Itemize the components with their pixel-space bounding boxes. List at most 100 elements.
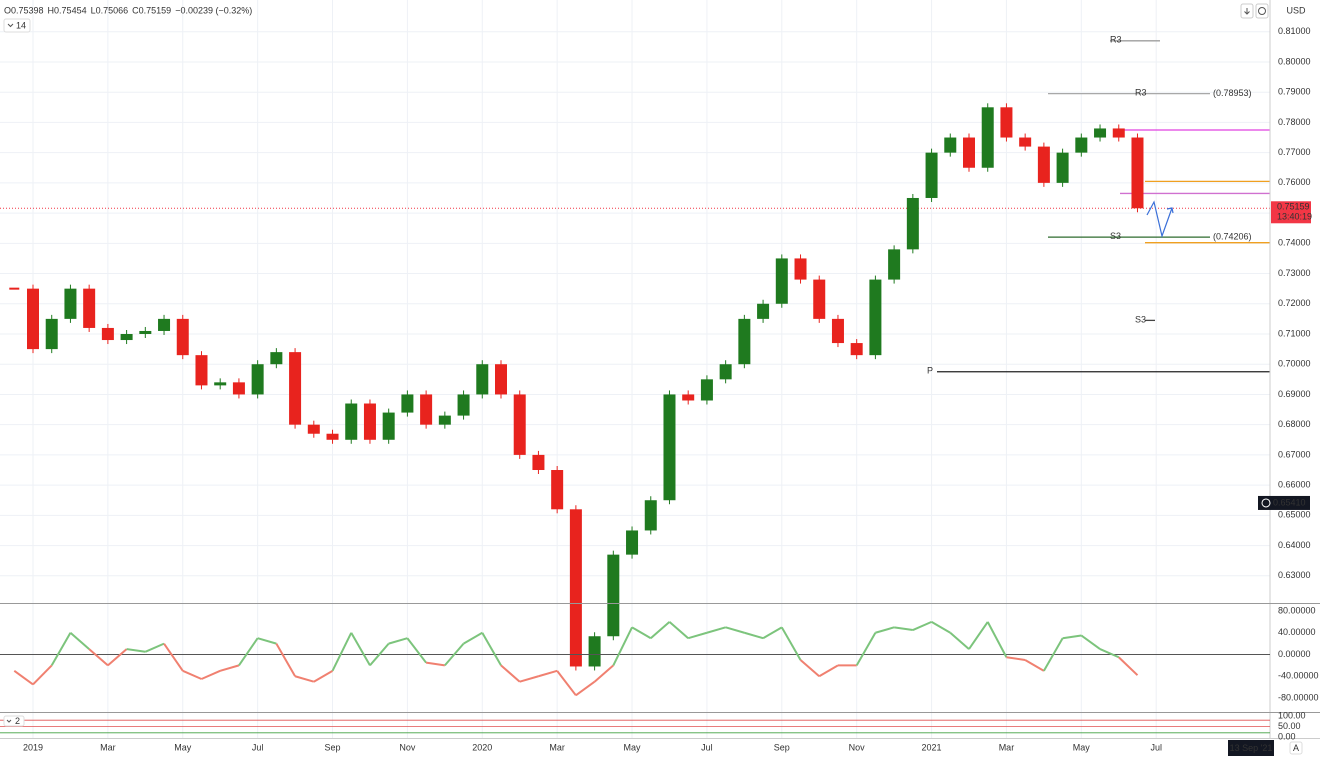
- osc-segment: [275, 643, 296, 677]
- candle: [457, 394, 470, 416]
- level-label: P: [927, 366, 933, 376]
- osc-segment: [463, 631, 483, 645]
- y-tick-label: 0.66000: [1278, 479, 1311, 489]
- osc-segment: [163, 643, 184, 672]
- candle: [214, 382, 227, 386]
- osc-segment: [799, 659, 820, 678]
- osc-segment: [350, 632, 371, 666]
- osc-segment: [968, 621, 989, 650]
- candle: [363, 403, 376, 440]
- candle: [644, 500, 657, 531]
- candle: [176, 318, 189, 356]
- osc-segment: [126, 648, 146, 653]
- header-item: O0.75398: [4, 5, 44, 15]
- osc-segment: [1043, 637, 1064, 672]
- osc-segment: [32, 664, 53, 686]
- x-tick-label: Jul: [252, 742, 264, 752]
- x-tick-label: Mar: [549, 742, 565, 752]
- last-price-box: [1271, 201, 1311, 224]
- y-tick-label: 0.67000: [1278, 449, 1311, 459]
- y-tick-label: 0.65000: [1278, 510, 1311, 520]
- header-item: H0.75454: [48, 5, 87, 15]
- candle: [45, 318, 58, 350]
- osc-segment: [1080, 634, 1101, 650]
- osc-segment: [69, 632, 90, 650]
- candle: [270, 352, 283, 365]
- candle: [869, 279, 882, 356]
- candle: [944, 137, 957, 153]
- osc-segment: [556, 670, 577, 696]
- grid: [0, 0, 1270, 738]
- x-tick-label: 2021: [922, 742, 942, 752]
- y-tick-label: 0.77000: [1278, 147, 1311, 157]
- candle: [569, 509, 582, 667]
- y-tick-label: 0.78000: [1278, 117, 1311, 127]
- lower-tag[interactable]: 2: [3, 715, 25, 727]
- osc-segment: [1024, 659, 1045, 672]
- osc-segment: [575, 680, 596, 697]
- candle: [888, 249, 901, 280]
- tag-box[interactable]: [3, 18, 31, 33]
- candle: [1094, 128, 1107, 138]
- candle: [307, 424, 320, 434]
- osc-segment: [1118, 656, 1139, 676]
- level-value: (0.74206): [1213, 231, 1252, 241]
- osc-segment: [912, 620, 932, 631]
- x-tick-label: Jul: [1150, 742, 1162, 752]
- axes: 0.63000 0.64000 0.65000 0.66000 0.67000 0.680…: [23, 26, 1319, 756]
- settings-button[interactable]: [1255, 3, 1269, 19]
- osc-tick-label: -80.00000: [1278, 692, 1319, 702]
- osc-segment: [313, 669, 334, 683]
- osc-segment: [182, 669, 202, 680]
- candle: [495, 364, 507, 395]
- tag-box[interactable]: [3, 715, 25, 727]
- osc-segment: [949, 632, 970, 650]
- currency: USD: [1286, 5, 1306, 15]
- candle: [326, 433, 339, 440]
- osc-segment: [238, 637, 259, 666]
- x-tick-label: 2019: [23, 742, 43, 752]
- osc-segment: [818, 664, 839, 678]
- y-tick-label: 0.68000: [1278, 419, 1311, 429]
- scale-mode-button[interactable]: [1289, 741, 1303, 755]
- candle: [700, 379, 713, 401]
- candle: [831, 318, 844, 344]
- candle: [551, 470, 564, 510]
- low-tick-label: 0.00: [1278, 731, 1296, 741]
- osc-segment: [519, 675, 539, 683]
- crosshair-icon[interactable]: [1261, 498, 1271, 508]
- x-tick-label: Sep: [325, 742, 341, 752]
- candle: [532, 454, 545, 471]
- osc-segment: [331, 632, 353, 672]
- tag-text: 14: [16, 20, 26, 30]
- y-tick-label: 0.79000: [1278, 87, 1311, 97]
- osc-segment: [388, 637, 408, 645]
- osc-segment: [612, 626, 633, 666]
- candle: [775, 258, 788, 304]
- candle: [513, 394, 526, 455]
- candle: [420, 394, 433, 425]
- osc-segment: [855, 632, 877, 666]
- candle: [382, 412, 395, 440]
- header: O0.75398 H0.75454 L0.75066 C0.75159 −0.00239…: [4, 5, 252, 15]
- y-tick-label: 0.71000: [1278, 328, 1311, 338]
- candle: [251, 364, 264, 395]
- osc-segment: [1099, 648, 1120, 659]
- crosshair-box: [1258, 495, 1310, 510]
- download-icon: [1244, 8, 1250, 15]
- osc-segment: [538, 669, 558, 678]
- candle: [401, 394, 414, 413]
- projection-arrow: [1146, 200, 1174, 239]
- last-price: 0.75159: [1277, 202, 1310, 212]
- candle: [476, 364, 489, 395]
- header-item: L0.75066: [91, 5, 129, 15]
- osc-segment: [444, 642, 465, 667]
- candle: [195, 355, 208, 386]
- indicator-tag[interactable]: 14: [3, 18, 31, 33]
- y-tick-label: 0.80000: [1278, 56, 1311, 66]
- scale-mode: A: [1293, 743, 1299, 753]
- osc-segment: [744, 631, 764, 640]
- candle: [1056, 152, 1069, 183]
- osc-segment: [706, 626, 726, 634]
- osc-segment: [13, 670, 34, 686]
